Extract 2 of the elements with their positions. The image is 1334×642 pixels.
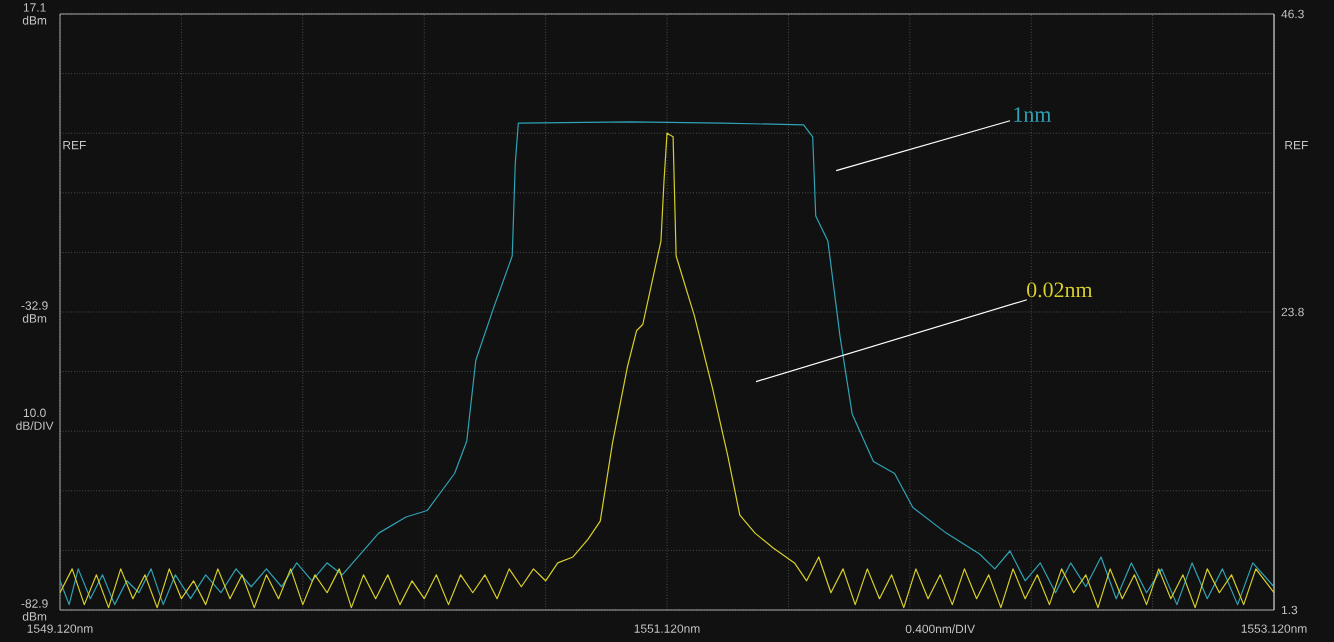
text: 0.02nm [1027, 282, 1093, 298]
text: 1nm [1014, 107, 1052, 122]
